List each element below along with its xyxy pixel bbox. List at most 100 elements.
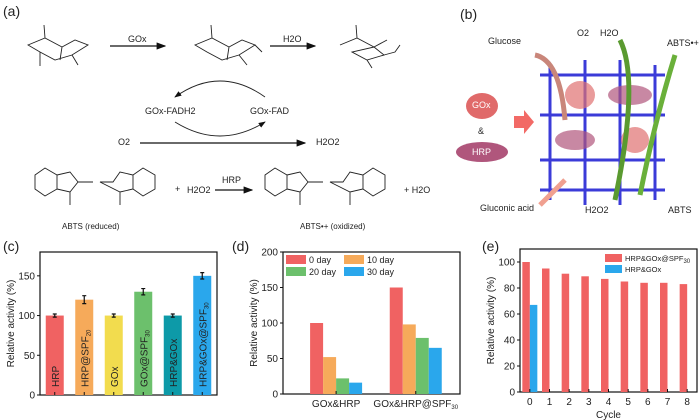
legend-label: 10 day [367,255,395,265]
x-tick-label: 5 [625,397,631,408]
bar [620,281,629,392]
x-tick-label: 1 [547,397,553,408]
bar [75,299,94,395]
chart-e-ytick-label: 40 [504,336,516,347]
legend-label: 20 day [309,267,337,277]
panel-d-label: (d) [232,238,250,254]
h2o2-label: H2O2 [316,137,340,147]
bar [104,315,123,395]
abts-label-b: ABTS [668,205,692,215]
chart-c-ytick-label: 50 [24,351,36,362]
legend-swatch [286,255,306,264]
plus-h2o-label: + H2O [404,185,431,195]
x-tick-label: 7 [665,397,671,408]
chart-e-ytick-label: 100 [498,258,515,269]
bar-0-day [310,323,324,394]
abts-radical-label: ABTS•+ [667,38,699,48]
x-tick-label: 0 [527,397,533,408]
legend-swatch [605,265,622,273]
panel-b-label: (b) [460,6,478,22]
abts-reduced-structure [34,167,156,205]
panel-c-label: (c) [3,238,20,254]
ampersand: & [478,126,485,136]
chart-d-ytick-label: 50 [267,354,279,365]
error-bar [200,272,205,280]
x-axis-label: Cycle [596,410,621,420]
legend-swatch [344,267,364,276]
bar-label: HRP&GOx [169,339,180,387]
bar-label: HRP@SPF20 [80,329,92,387]
bar [45,315,64,395]
bar-20-day [415,337,429,394]
bar [561,273,570,392]
bar-20-day [336,378,350,394]
bar [134,291,153,395]
legend-swatch [605,254,622,262]
legend-label: 30 day [367,267,395,277]
bar [640,282,648,392]
h2o2-label-b: H2O2 [585,205,609,215]
bar [679,284,688,392]
chart-e-ylabel: Relative activity (%) [486,277,497,365]
bar [660,282,668,392]
bar-30-day [349,382,363,394]
hrp-label-b: HRP [472,147,492,157]
chart-d-ylabel: Relative activity (%) [249,279,260,367]
chart-c-ytick-label: 150 [18,271,35,282]
x-tick-label: GOx&HRP [312,399,361,410]
bar [529,304,538,392]
bar [522,262,530,392]
legend-swatch [344,255,364,264]
framework-illustration [456,38,678,207]
abts-flow-arrow [612,38,632,201]
bar-10-day [402,324,416,394]
chart-d-ytick-label: 200 [261,248,278,259]
glucose-structure [26,24,90,66]
gox-enzyme-icon [466,93,498,119]
gox-fad-label: GOx-FAD [250,106,290,116]
hrp-arrow-label: HRP [222,175,242,185]
x-tick-label: 8 [684,397,690,408]
bar [601,278,609,392]
chart-d-ytick-label: 0 [272,390,278,401]
bar [163,315,182,395]
error-bar [52,313,57,318]
h2o-label-b: H2O [600,28,619,38]
chart-c-ytick-label: 0 [29,391,35,402]
bar-label: GOx@SPF30 [139,330,151,387]
bar-label: GOx [110,366,121,387]
reaction-scheme [26,24,401,205]
x-tick-label: 2 [566,397,572,408]
x-tick-label: 6 [645,397,651,408]
h2o2-reactant-label: H2O2 [187,185,211,195]
error-bar [82,295,87,305]
chart-d: 0 50 100 150 200 Relative activity (%) GOx&HRP… [249,248,461,411]
gox-fadh2-label: GOx-FADH2 [145,106,196,116]
chart-e-ytick-label: 80 [504,284,516,295]
chart-c-ylabel: Relative activity (%) [6,280,17,368]
bar-label: HRP&GOx@SPF30 [198,302,210,387]
gluconic-acid-structure [339,24,401,69]
o2-label-b: O2 [577,28,590,38]
gluconic-outflow-arrow [538,178,567,207]
chart-c-ytick-label: 100 [18,311,35,322]
bar [193,275,212,395]
arrow-right-icon [514,110,534,134]
gluconolactone-structure [193,24,263,66]
error-bar [111,313,116,318]
bar-0-day [389,287,403,394]
chart-e-ytick-label: 0 [509,388,515,399]
plus-sign: + [175,184,181,194]
legend-label: HRP&GOx [625,265,662,274]
o2-label: O2 [118,137,131,147]
chart-c-frame [39,251,218,396]
panel-a-label: (a) [3,3,21,19]
abts-reduced-caption: ABTS (reduced) [62,222,120,231]
glucose-label: Glucose [488,36,522,46]
legend-swatch [286,267,306,276]
error-bar [141,287,146,296]
bar-30-day [428,347,442,394]
